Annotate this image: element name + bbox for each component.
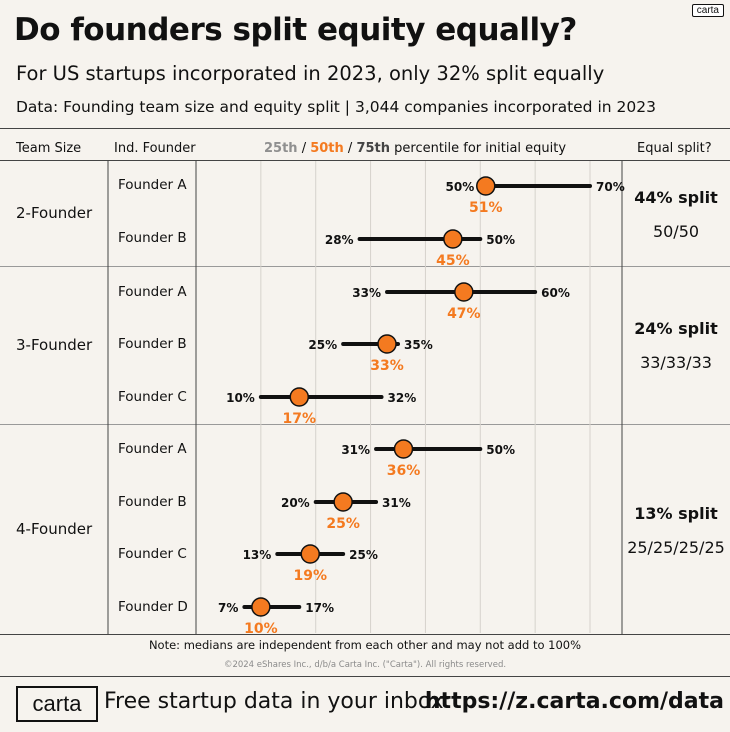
p75-label: 60%	[541, 286, 570, 300]
range-row: 20% 31% 25%	[281, 492, 411, 532]
median-dot	[300, 544, 320, 564]
col-ind-founder: Ind. Founder	[114, 141, 196, 156]
median-dot	[454, 282, 474, 302]
founder-label: Founder B	[118, 230, 187, 246]
median-label: 36%	[387, 463, 421, 479]
footer-rule	[0, 676, 730, 677]
legend-p50: 50th	[310, 141, 344, 156]
p25-label: 50%	[446, 180, 475, 194]
p25-label: 7%	[218, 601, 238, 615]
p75-label: 35%	[404, 338, 433, 352]
group-label-2-founder: 2-Founder	[16, 204, 93, 222]
p75-label: 31%	[382, 496, 411, 510]
founder-label: Founder C	[118, 389, 187, 405]
group-label-3-founder: 3-Founder	[16, 336, 93, 354]
range-row: 50% 70% 51%	[446, 176, 625, 216]
data-source-line: Data: Founding team size and equity spli…	[16, 98, 656, 116]
p25-label: 25%	[308, 338, 337, 352]
median-label: 10%	[244, 621, 278, 637]
col-equal-split: Equal split?	[637, 141, 712, 156]
median-dot	[251, 597, 271, 617]
legend-p75: 75th	[356, 141, 390, 156]
median-label: 47%	[447, 306, 481, 322]
range-row: 13% 25% 19%	[243, 544, 378, 584]
split-ratio-3-founder: 33/33/33	[640, 353, 712, 372]
carta-logo: carta	[16, 686, 98, 722]
median-dot	[393, 439, 414, 459]
p25-label: 28%	[325, 233, 354, 247]
legend-sep-1: /	[297, 141, 311, 156]
p75-label: 50%	[486, 443, 515, 457]
median-dot	[333, 492, 353, 512]
p75-label: 50%	[486, 233, 515, 247]
range-row: 31% 50% 36%	[341, 439, 515, 479]
split-ratio-4-founder: 25/25/25/25	[627, 538, 725, 557]
header-rule	[0, 128, 730, 129]
range-row: 33% 60% 47%	[352, 282, 570, 322]
marks-layer: 50% 70%51%28% 50%45%33% 60%47%25% 35%33%10% 3…	[218, 176, 625, 637]
p75-label: 25%	[349, 548, 378, 562]
split-pct-4-founder: 13% split	[634, 504, 718, 523]
p25-label: 10%	[226, 391, 255, 405]
group-label-4-founder: 4-Founder	[16, 520, 93, 538]
founder-label: Founder A	[118, 177, 187, 193]
median-label: 25%	[326, 516, 360, 532]
founder-label: Founder B	[118, 336, 187, 352]
founder-label: Founder A	[118, 441, 187, 457]
range-row: 10% 32% 17%	[226, 387, 417, 427]
group-divider-2	[0, 424, 730, 425]
carta-logo-small: carta	[691, 4, 724, 17]
p25-label: 13%	[243, 548, 272, 562]
split-pct-2-founder: 44% split	[634, 188, 718, 207]
range-row: 28% 50% 45%	[325, 229, 515, 269]
footer-url-link[interactable]: https://z.carta.com/data	[424, 689, 724, 714]
median-label: 33%	[370, 358, 404, 374]
footnote: Note: medians are independent from each …	[148, 638, 582, 652]
median-dot	[289, 387, 310, 407]
range-row: 7% 17% 10%	[218, 597, 334, 637]
legend-sep-2: /	[343, 141, 357, 156]
column-header-rule	[0, 160, 730, 161]
p25-label: 31%	[341, 443, 370, 457]
p25-label: 33%	[352, 286, 381, 300]
median-label: 45%	[436, 253, 470, 269]
founder-label: Founder D	[118, 599, 188, 615]
range-row: 25% 35%33%	[308, 334, 433, 374]
split-pct-3-founder: 24% split	[634, 319, 718, 338]
median-label: 19%	[293, 568, 327, 584]
page-title: Do founders split equity equally?	[14, 12, 577, 48]
p75-label: 70%	[596, 180, 625, 194]
founder-label: Founder C	[118, 546, 187, 562]
p25-label: 20%	[281, 496, 310, 510]
p75-label: 17%	[305, 601, 334, 615]
median-dot	[443, 229, 463, 249]
legend-suffix: percentile for initial equity	[390, 141, 567, 156]
table-bottom-rule	[0, 634, 730, 635]
median-dot	[377, 334, 397, 354]
group-divider-1	[0, 266, 730, 267]
median-label: 17%	[282, 411, 316, 427]
page-subtitle: For US startups incorporated in 2023, on…	[16, 62, 605, 85]
copyright: ©2024 eShares Inc., d/b/a Carta Inc. ("C…	[223, 660, 507, 670]
median-label: 51%	[469, 200, 503, 216]
col-team-size: Team Size	[16, 141, 82, 156]
founder-label: Founder A	[118, 284, 187, 300]
col-percentiles: 25th / 50th / 75th percentile for initia…	[264, 141, 566, 156]
split-ratio-2-founder: 50/50	[652, 222, 700, 241]
p75-label: 32%	[388, 391, 417, 405]
footer-cta: Free startup data in your inbox:	[104, 689, 452, 714]
founder-label: Founder B	[118, 494, 187, 510]
legend-p25: 25th	[264, 141, 298, 156]
median-dot	[476, 176, 496, 196]
